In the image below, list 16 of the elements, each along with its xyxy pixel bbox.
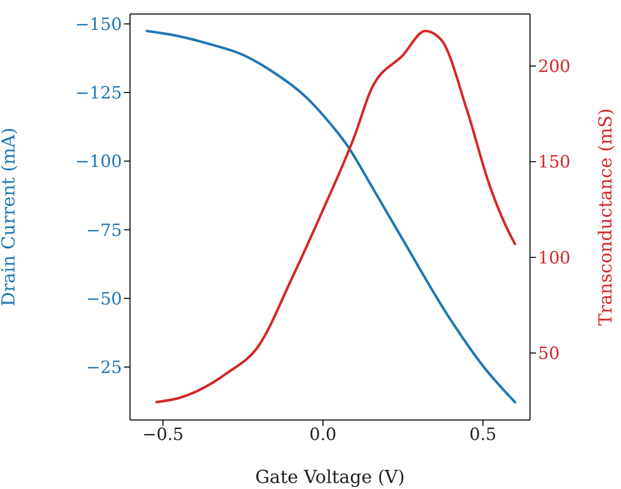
y2-tick-label: 50 [538,344,560,364]
y-axis-title: Drain Current (mA) [0,128,20,306]
y-tick-label: −100 [75,152,122,172]
x-tick-label: 0.5 [469,425,496,446]
y-tick-label: −75 [86,220,122,241]
x-tick-label: 0.0 [309,425,336,446]
y-tick-label: −125 [75,84,122,104]
y2-tick-label: 150 [538,152,570,173]
y2-tick-label: 100 [538,248,570,268]
y2-tick-label: 200 [538,57,570,78]
y-tick-label: −50 [86,289,122,310]
x-axis-title: Gate Voltage (V) [255,467,405,488]
y-tick-label: −150 [75,14,122,35]
y2-axis-title: Transconductance (mS) [595,108,616,326]
x-tick-label: −0.5 [142,425,184,446]
y-tick-label: −25 [86,358,122,378]
